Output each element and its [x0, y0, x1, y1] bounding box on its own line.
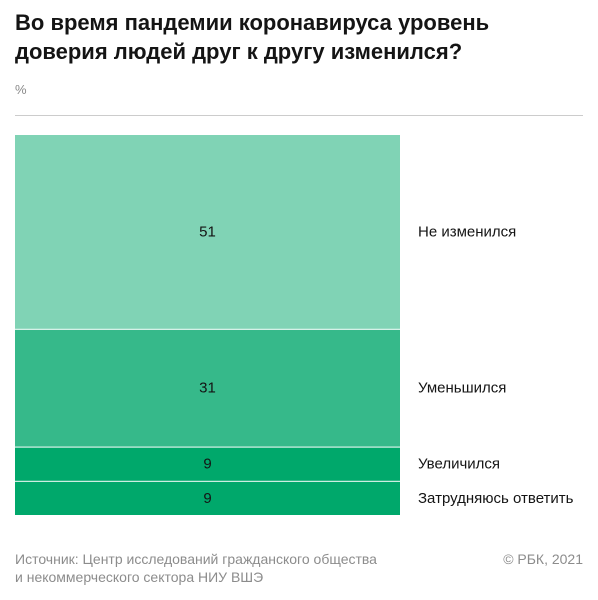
category-label: Не изменился	[418, 223, 516, 240]
value-label: 9	[203, 456, 211, 473]
source-line: Источник: Центр исследований гражданског…	[15, 551, 377, 567]
bar-segment-4	[15, 481, 400, 515]
category-label: Затрудняюсь ответить	[418, 490, 574, 507]
source-note: Источник: Центр исследований гражданског…	[15, 550, 377, 586]
value-label: 51	[199, 223, 216, 240]
value-label: 31	[199, 380, 216, 397]
bar-segment-3	[15, 447, 400, 481]
category-label: Увеличился	[418, 456, 500, 473]
chart-title: Во время пандемии коронавируса уровень д…	[15, 10, 490, 64]
unit-label: %	[15, 82, 27, 97]
title-divider	[15, 115, 583, 116]
value-label: 9	[203, 490, 211, 507]
bar-segment-1	[15, 135, 400, 329]
source-line: и некоммерческого сектора НИУ ВШЭ	[15, 569, 264, 585]
category-label: Уменьшился	[418, 380, 506, 397]
bar-segment-2	[15, 329, 400, 447]
copyright: © РБК, 2021	[503, 551, 583, 567]
